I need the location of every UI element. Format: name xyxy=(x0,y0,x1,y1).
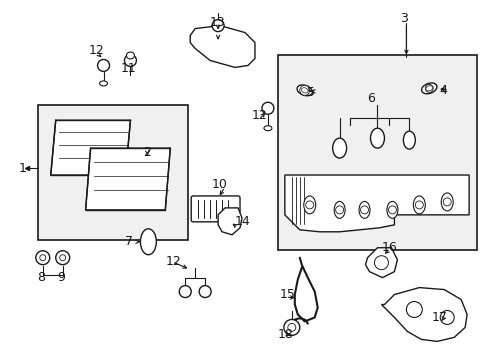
Text: 15: 15 xyxy=(279,288,295,301)
Ellipse shape xyxy=(386,201,397,219)
Circle shape xyxy=(36,251,50,265)
Text: 13: 13 xyxy=(210,16,225,29)
Text: 17: 17 xyxy=(430,311,446,324)
Circle shape xyxy=(374,256,387,270)
Circle shape xyxy=(414,201,423,209)
Text: 5: 5 xyxy=(306,86,314,99)
Ellipse shape xyxy=(301,88,307,93)
Ellipse shape xyxy=(425,86,432,91)
Circle shape xyxy=(335,206,343,214)
Text: 10: 10 xyxy=(212,179,227,192)
Circle shape xyxy=(442,198,450,206)
Ellipse shape xyxy=(332,138,346,158)
Text: 14: 14 xyxy=(235,215,250,228)
Circle shape xyxy=(212,20,224,32)
Ellipse shape xyxy=(333,201,345,219)
Ellipse shape xyxy=(421,83,436,94)
Ellipse shape xyxy=(412,196,425,214)
Text: 6: 6 xyxy=(367,92,375,105)
Text: 12: 12 xyxy=(165,255,181,268)
Circle shape xyxy=(283,319,299,336)
Circle shape xyxy=(60,255,65,261)
Text: 4: 4 xyxy=(438,84,446,97)
Circle shape xyxy=(124,54,136,67)
Circle shape xyxy=(360,206,368,214)
Ellipse shape xyxy=(303,196,315,214)
Text: 12: 12 xyxy=(88,44,104,57)
Polygon shape xyxy=(85,148,170,210)
Text: 8: 8 xyxy=(37,271,45,284)
Ellipse shape xyxy=(140,229,156,255)
Circle shape xyxy=(305,201,313,209)
Polygon shape xyxy=(365,248,397,278)
Polygon shape xyxy=(218,208,242,235)
Polygon shape xyxy=(190,26,254,67)
Circle shape xyxy=(287,323,295,332)
Circle shape xyxy=(179,285,191,298)
Bar xyxy=(277,55,476,250)
Polygon shape xyxy=(381,288,466,341)
Ellipse shape xyxy=(440,193,452,211)
Circle shape xyxy=(425,84,432,92)
Ellipse shape xyxy=(358,201,369,219)
Ellipse shape xyxy=(403,131,414,149)
Text: 2: 2 xyxy=(143,145,151,159)
Circle shape xyxy=(56,251,69,265)
Ellipse shape xyxy=(370,128,384,148)
Bar xyxy=(38,105,188,240)
Circle shape xyxy=(387,206,396,214)
Text: 11: 11 xyxy=(120,62,136,75)
Circle shape xyxy=(98,59,109,71)
Circle shape xyxy=(199,285,211,298)
Text: 9: 9 xyxy=(58,271,65,284)
Text: 1: 1 xyxy=(19,162,27,175)
Circle shape xyxy=(299,85,309,95)
Ellipse shape xyxy=(264,126,271,131)
Polygon shape xyxy=(285,175,468,232)
Text: 7: 7 xyxy=(125,235,133,248)
Ellipse shape xyxy=(100,81,107,86)
Text: 3: 3 xyxy=(400,12,407,25)
Text: 18: 18 xyxy=(277,328,293,341)
Ellipse shape xyxy=(126,52,134,59)
Ellipse shape xyxy=(297,85,312,96)
Text: 12: 12 xyxy=(251,109,267,122)
Circle shape xyxy=(262,102,273,114)
Polygon shape xyxy=(51,120,130,175)
Circle shape xyxy=(40,255,46,261)
Text: 16: 16 xyxy=(381,241,396,254)
Circle shape xyxy=(439,310,453,324)
Circle shape xyxy=(406,302,422,318)
FancyBboxPatch shape xyxy=(191,196,240,222)
